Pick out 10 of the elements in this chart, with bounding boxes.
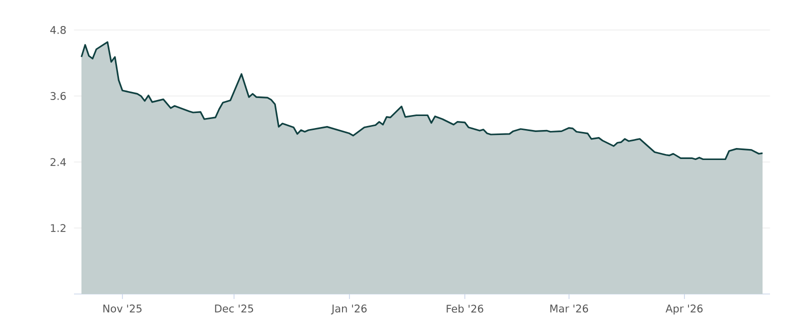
- x-tick-label: Feb '26: [446, 304, 484, 313]
- x-tick-label: Dec '25: [215, 304, 254, 312]
- y-tick-label: 2.4: [50, 158, 66, 166]
- x-tick-label: Mar '26: [550, 304, 588, 312]
- x-tick-label: Nov '25: [103, 304, 142, 312]
- y-tick-label: 1.2: [50, 224, 66, 232]
- y-tick-label: 3.6: [50, 92, 66, 100]
- x-tick-label: Apr '26: [666, 304, 703, 314]
- y-tick-label: 4.8: [50, 26, 66, 34]
- x-tick-label: Jan '26: [330, 304, 367, 314]
